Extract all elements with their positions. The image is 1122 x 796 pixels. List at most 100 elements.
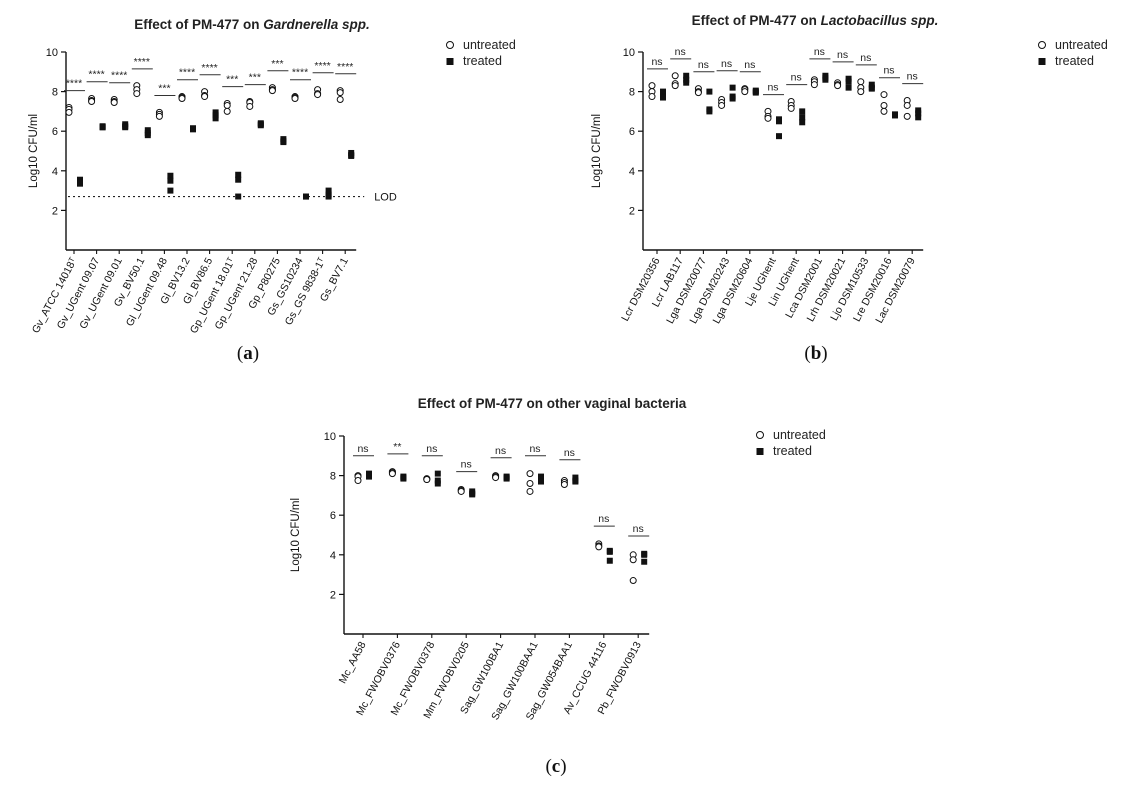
treated-point — [348, 152, 355, 159]
significance-label: ns — [564, 447, 575, 459]
untreated-point — [903, 112, 911, 120]
treated-point — [706, 88, 713, 95]
significance-label: *** — [271, 58, 283, 70]
untreated-point — [201, 93, 209, 101]
significance-label: **** — [314, 60, 330, 72]
treated-point — [77, 180, 83, 187]
untreated-point — [133, 90, 141, 98]
legend-untreated-label: untreated — [773, 428, 826, 442]
untreated-point — [629, 556, 637, 564]
untreated-point — [857, 78, 865, 86]
legend: untreated treated — [756, 428, 826, 458]
significance-label: ns — [883, 65, 894, 77]
significance-label: ns — [721, 58, 732, 70]
legend-treated-label: treated — [773, 444, 812, 458]
y-tick-label: 8 — [52, 87, 58, 99]
y-tick-label: 10 — [623, 47, 635, 59]
untreated-point — [336, 96, 344, 104]
treated-point — [729, 84, 736, 91]
treated-point — [683, 79, 690, 86]
untreated-point — [354, 477, 362, 485]
treated-point — [776, 133, 782, 140]
legend-treated-label: treated — [463, 54, 502, 68]
untreated-point — [880, 91, 888, 99]
treated-point — [641, 558, 648, 565]
untreated-point — [560, 481, 568, 489]
treated-point — [892, 112, 898, 119]
treated-point — [144, 132, 151, 139]
untreated-point — [526, 487, 534, 495]
treated-point — [280, 139, 287, 146]
treated-point — [572, 478, 579, 485]
chart-panel-a: Effect of PM-477 on Gardnerella spp. 2 4 6 8… — [28, 17, 516, 364]
significance-label: **** — [179, 67, 195, 79]
treated-point — [122, 124, 129, 131]
legend-untreated-label: untreated — [463, 38, 516, 52]
treated-point — [799, 114, 806, 121]
y-tick-label: 6 — [629, 126, 635, 138]
significance-label: ns — [907, 71, 918, 83]
untreated-point — [810, 81, 818, 89]
chart-panel-b: Effect of PM-477 on Lactobacillus spp. 2 4… — [591, 13, 1108, 364]
significance-label: ns — [791, 72, 802, 84]
treated-point — [915, 114, 922, 121]
y-tick-label: 4 — [330, 550, 336, 562]
y-tick-label: 6 — [330, 510, 336, 522]
treated-point — [606, 557, 613, 564]
significance-label: ns — [461, 459, 472, 471]
legend: untreated treated — [1038, 38, 1108, 68]
untreated-point — [671, 72, 679, 80]
untreated-point — [492, 474, 500, 482]
untreated-point — [834, 82, 842, 90]
treated-point — [606, 548, 613, 555]
significance-label: **** — [292, 67, 308, 79]
untreated-point — [110, 98, 118, 106]
chart-title: Effect of PM-477 on Gardnerella spp. — [134, 17, 370, 32]
untreated-point — [787, 104, 795, 112]
treated-point — [660, 88, 666, 95]
treated-point — [538, 478, 544, 485]
untreated-point — [880, 101, 888, 109]
untreated-point — [526, 470, 534, 478]
legend-treated-label: treated — [1055, 54, 1094, 68]
treated-point — [99, 124, 106, 131]
untreated-point — [526, 480, 534, 488]
significance-label: **** — [201, 62, 217, 74]
untreated-point — [155, 112, 163, 120]
legend-untreated-marker — [446, 41, 454, 49]
legend: untreated treated — [446, 38, 516, 68]
significance-label: *** — [226, 74, 238, 86]
untreated-point — [694, 89, 702, 97]
untreated-point — [336, 89, 344, 97]
treated-point — [822, 76, 829, 83]
untreated-point — [741, 88, 749, 96]
treated-point — [235, 176, 242, 183]
untreated-point — [314, 91, 322, 99]
treated-point — [400, 475, 407, 482]
untreated-point — [648, 93, 656, 101]
treated-point — [303, 193, 309, 200]
treated-point — [845, 84, 852, 91]
treated-point — [503, 475, 510, 482]
treated-point — [235, 193, 242, 200]
significance-label: ns — [651, 56, 662, 68]
lod-label: LOD — [374, 192, 397, 204]
y-tick-label: 6 — [52, 126, 58, 138]
untreated-point — [764, 114, 772, 122]
significance-label: ns — [837, 49, 848, 61]
significance-label: ns — [860, 52, 871, 64]
significance-label: ns — [529, 443, 540, 455]
significance-label: ns — [767, 82, 778, 94]
treated-point — [799, 108, 806, 115]
untreated-point — [291, 95, 299, 103]
y-tick-label: 4 — [52, 166, 58, 178]
treated-point — [366, 473, 372, 480]
significance-label: ns — [633, 523, 644, 535]
legend-untreated-marker — [756, 431, 764, 439]
legend-untreated-marker — [1038, 41, 1046, 49]
untreated-point — [246, 102, 254, 110]
untreated-point — [88, 98, 96, 105]
untreated-point — [880, 107, 888, 115]
y-tick-label: 2 — [629, 205, 635, 217]
